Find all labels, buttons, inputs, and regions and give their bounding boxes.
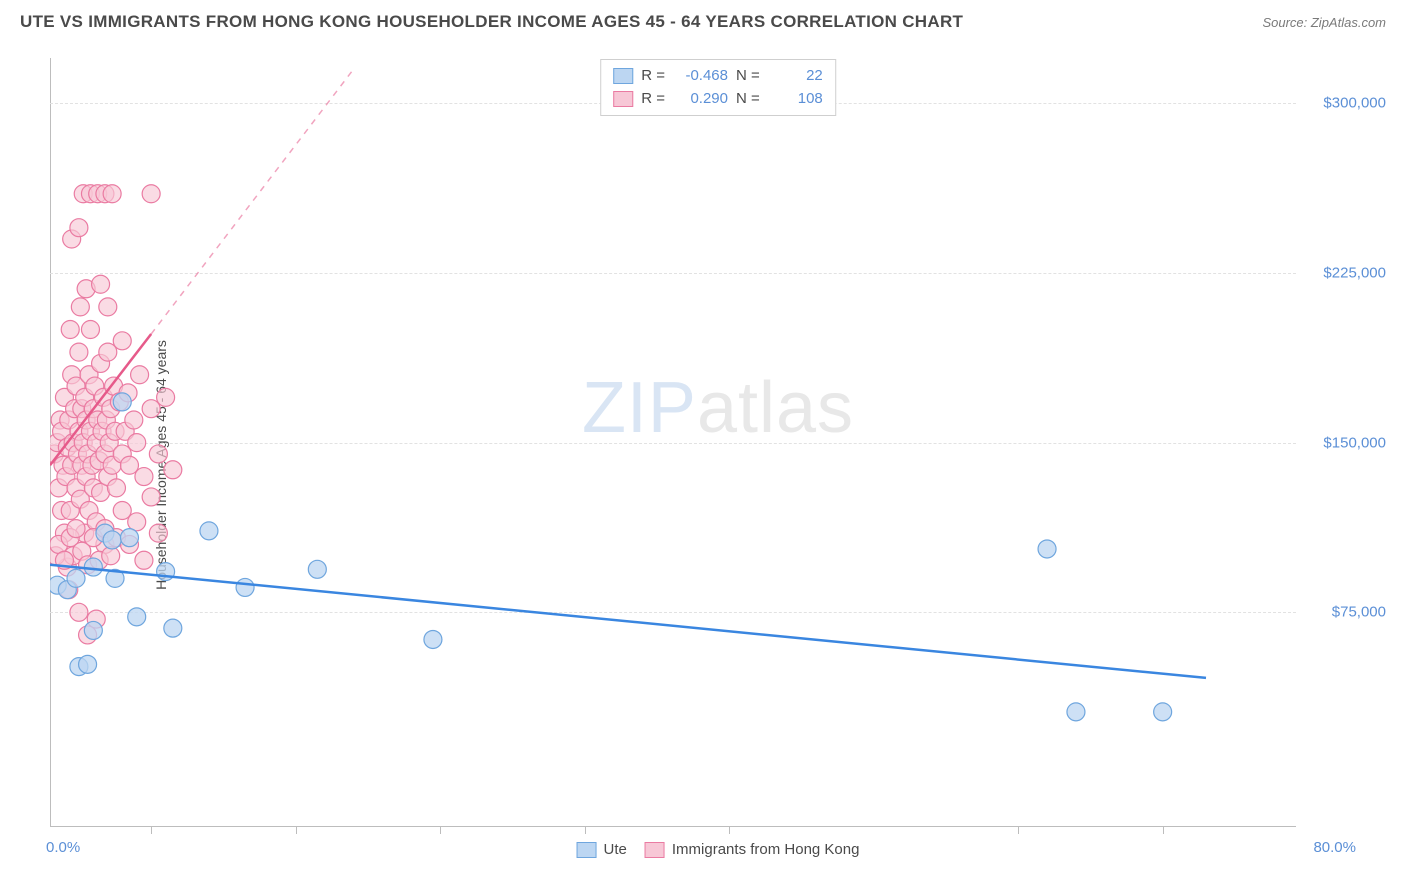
source-label: Source: ZipAtlas.com	[1262, 15, 1386, 30]
x-tick	[729, 827, 730, 834]
y-axis-label: Householder Income Ages 45 - 64 years	[153, 340, 169, 590]
x-max-label: 80.0%	[1313, 839, 1356, 856]
watermark-zip: ZIP	[582, 368, 697, 448]
r-value-ute: -0.468	[673, 65, 728, 88]
gridline-h	[50, 273, 1296, 274]
legend-series: Ute Immigrants from Hong Kong	[577, 841, 860, 858]
y-tick-label: $300,000	[1323, 95, 1386, 112]
plot-area: Householder Income Ages 45 - 64 years ZI…	[50, 58, 1386, 872]
legend-correlation: R = -0.468 N = 22 R = 0.290 N = 108	[600, 59, 836, 116]
y-tick-label: $75,000	[1332, 604, 1386, 621]
x-tick	[1018, 827, 1019, 834]
watermark: ZIPatlas	[582, 367, 854, 449]
legend-item-hk: Immigrants from Hong Kong	[645, 841, 860, 858]
y-tick-label: $150,000	[1323, 434, 1386, 451]
x-axis-line	[50, 826, 1296, 827]
legend-label-ute: Ute	[604, 841, 627, 858]
n-value-hk: 108	[768, 88, 823, 111]
x-tick	[151, 827, 152, 834]
watermark-atlas: atlas	[697, 368, 854, 448]
r-label: R =	[641, 65, 665, 88]
gridline-h	[50, 612, 1296, 613]
legend-swatch-ute	[577, 842, 597, 858]
x-tick	[1163, 827, 1164, 834]
y-tick-label: $225,000	[1323, 264, 1386, 281]
x-tick	[440, 827, 441, 834]
title-bar: UTE VS IMMIGRANTS FROM HONG KONG HOUSEHO…	[0, 0, 1406, 40]
legend-label-hk: Immigrants from Hong Kong	[672, 841, 860, 858]
r-label: R =	[641, 88, 665, 111]
n-value-ute: 22	[768, 65, 823, 88]
legend-swatch-hk	[613, 91, 633, 107]
x-tick	[585, 827, 586, 834]
n-label: N =	[736, 88, 760, 111]
legend-item-ute: Ute	[577, 841, 627, 858]
x-tick	[296, 827, 297, 834]
r-value-hk: 0.290	[673, 88, 728, 111]
legend-swatch-ute	[613, 68, 633, 84]
gridline-h	[50, 443, 1296, 444]
legend-swatch-hk	[645, 842, 665, 858]
legend-row-ute: R = -0.468 N = 22	[613, 65, 823, 88]
x-min-label: 0.0%	[46, 839, 80, 856]
chart-title: UTE VS IMMIGRANTS FROM HONG KONG HOUSEHO…	[20, 12, 963, 32]
legend-row-hk: R = 0.290 N = 108	[613, 88, 823, 111]
n-label: N =	[736, 65, 760, 88]
